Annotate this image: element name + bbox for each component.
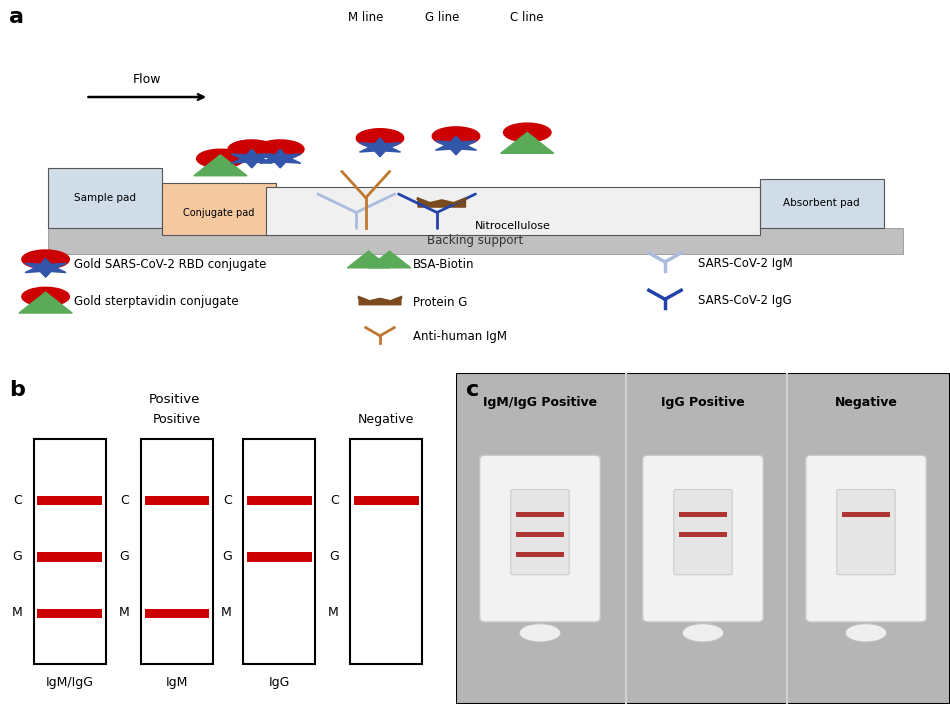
Polygon shape: [359, 138, 401, 157]
Text: M: M: [328, 606, 338, 619]
Text: a: a: [10, 8, 25, 27]
Polygon shape: [194, 155, 247, 176]
Bar: [516, 532, 564, 537]
Circle shape: [228, 140, 276, 158]
Circle shape: [197, 149, 244, 168]
Text: G: G: [120, 550, 129, 562]
Polygon shape: [348, 251, 390, 268]
FancyBboxPatch shape: [480, 455, 600, 622]
Text: C: C: [13, 494, 22, 507]
Circle shape: [256, 140, 304, 158]
Text: M: M: [11, 606, 22, 619]
Bar: [37, 496, 103, 505]
Text: IgM: IgM: [165, 676, 188, 689]
Bar: [141, 439, 213, 665]
FancyBboxPatch shape: [837, 489, 895, 575]
Text: Anti-human IgM: Anti-human IgM: [413, 330, 507, 343]
Text: Negative: Negative: [358, 413, 414, 426]
Polygon shape: [25, 258, 67, 277]
Bar: [266, 187, 760, 235]
Text: Protein G: Protein G: [413, 296, 467, 310]
Text: M line: M line: [348, 11, 384, 24]
Text: Nitrocellulose: Nitrocellulose: [475, 221, 551, 231]
Bar: [516, 552, 564, 557]
Bar: [144, 608, 209, 618]
Text: C: C: [121, 494, 129, 507]
Text: Gold SARS-CoV-2 RBD conjugate: Gold SARS-CoV-2 RBD conjugate: [74, 258, 266, 270]
FancyBboxPatch shape: [643, 455, 763, 622]
Circle shape: [504, 123, 551, 142]
Bar: [516, 513, 564, 517]
Text: IgM/IgG Positive: IgM/IgG Positive: [483, 396, 597, 409]
Polygon shape: [369, 251, 410, 268]
Text: G: G: [222, 550, 232, 562]
Polygon shape: [418, 199, 466, 207]
Text: IgM/IgG: IgM/IgG: [46, 676, 94, 689]
Text: BSA-Biotin: BSA-Biotin: [413, 258, 475, 272]
Bar: [247, 496, 312, 505]
Circle shape: [356, 129, 404, 147]
Text: M: M: [119, 606, 129, 619]
Polygon shape: [231, 149, 273, 168]
Text: C line: C line: [510, 11, 544, 24]
Ellipse shape: [846, 624, 886, 642]
Bar: [48, 168, 162, 227]
Text: Conjugate pad: Conjugate pad: [182, 208, 255, 218]
Text: Positive: Positive: [153, 413, 201, 426]
Text: Sample pad: Sample pad: [73, 193, 136, 203]
Text: c: c: [466, 379, 479, 400]
Text: C: C: [330, 494, 338, 507]
Polygon shape: [435, 136, 477, 155]
FancyBboxPatch shape: [806, 455, 926, 622]
Text: b: b: [10, 379, 26, 400]
Bar: [243, 439, 315, 665]
Text: Flow: Flow: [133, 73, 162, 86]
Bar: [354, 496, 419, 505]
Ellipse shape: [520, 624, 560, 642]
Text: Absorbent pad: Absorbent pad: [784, 199, 860, 208]
Bar: [247, 553, 312, 562]
Text: SARS-CoV-2 IgG: SARS-CoV-2 IgG: [698, 294, 792, 307]
Text: Gold sterptavidin conjugate: Gold sterptavidin conjugate: [74, 295, 238, 308]
Text: C: C: [223, 494, 232, 507]
Bar: [48, 227, 902, 253]
Text: Backing support: Backing support: [427, 234, 523, 247]
Polygon shape: [359, 297, 401, 305]
Bar: [760, 179, 884, 227]
Polygon shape: [259, 149, 301, 168]
Bar: [842, 513, 890, 517]
FancyBboxPatch shape: [511, 489, 569, 575]
Text: G: G: [12, 550, 22, 562]
Text: SARS-CoV-2 IgM: SARS-CoV-2 IgM: [698, 256, 793, 270]
Bar: [37, 553, 103, 562]
Text: IgG: IgG: [269, 676, 290, 689]
Bar: [162, 183, 276, 235]
Bar: [351, 439, 423, 665]
Text: IgG Positive: IgG Positive: [661, 396, 745, 409]
Text: G: G: [329, 550, 338, 562]
Bar: [678, 532, 728, 537]
Circle shape: [22, 250, 69, 269]
FancyBboxPatch shape: [674, 489, 732, 575]
Text: Positive: Positive: [149, 394, 200, 406]
Circle shape: [22, 287, 69, 306]
Bar: [34, 439, 105, 665]
Bar: [678, 513, 728, 517]
Bar: [144, 496, 209, 505]
Ellipse shape: [682, 624, 724, 642]
Text: G line: G line: [425, 11, 459, 24]
Text: Negative: Negative: [835, 396, 898, 409]
Polygon shape: [501, 132, 554, 153]
Bar: [37, 608, 103, 618]
Polygon shape: [19, 292, 72, 313]
Circle shape: [432, 127, 480, 146]
Text: M: M: [220, 606, 232, 619]
